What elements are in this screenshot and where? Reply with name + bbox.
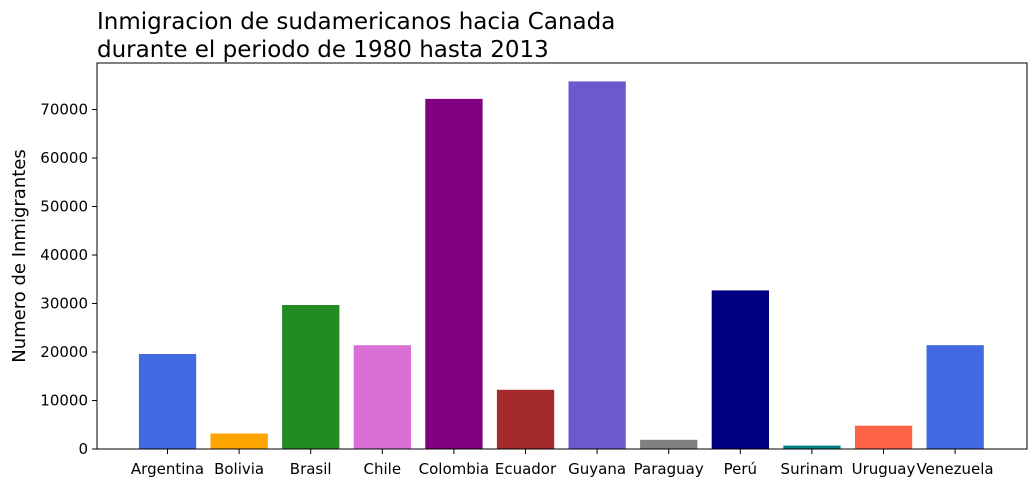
y-tick-label: 20000: [40, 343, 88, 361]
y-tick-label: 0: [78, 440, 88, 458]
x-tick-label-uruguay: Uruguay: [852, 460, 916, 478]
y-tick-label: 10000: [40, 392, 88, 410]
chart-title-line-1: Inmigracion de sudamericanos hacia Canad…: [97, 9, 615, 35]
y-tick-label: 40000: [40, 246, 88, 264]
y-axis-label: Numero de Inmigrantes: [9, 149, 30, 362]
x-tick-label-peru: Perú: [724, 460, 757, 478]
y-tick-label: 50000: [40, 198, 88, 216]
bar-uruguay: [854, 425, 913, 449]
bar-argentina: [138, 354, 197, 449]
bar-guyana: [568, 81, 626, 450]
x-axis: Argentina Bolivia Brasil Chile Colombia Ecuad…: [131, 449, 994, 478]
x-tick-label-venezuela: Venezuela: [917, 460, 994, 478]
bar-ecuador: [496, 389, 555, 449]
x-tick-label-bolivia: Bolivia: [214, 460, 264, 478]
x-tick-label-colombia: Colombia: [419, 460, 490, 478]
x-tick-label-argentina: Argentina: [131, 460, 204, 478]
bar-paraguay: [640, 439, 698, 449]
bar-bolivia: [210, 433, 268, 449]
x-tick-label-ecuador: Ecuador: [495, 460, 557, 478]
y-axis: 0 10000 20000 30000 40000 50000 60000 70000: [40, 101, 97, 458]
x-tick-label-surinam: Surinam: [781, 460, 844, 478]
x-tick-label-brasil: Brasil: [290, 460, 332, 478]
x-tick-label-guyana: Guyana: [568, 460, 626, 478]
y-tick-label: 30000: [40, 295, 88, 313]
bar-colombia: [425, 98, 483, 450]
bar-venezuela: [926, 345, 984, 449]
y-tick-label: 60000: [40, 149, 88, 167]
x-tick-label-chile: Chile: [364, 460, 402, 478]
bar-peru: [711, 290, 769, 449]
bar-brasil: [282, 305, 340, 449]
plot-frame: [96, 62, 1028, 450]
chart-title-line-2: durante el periodo de 1980 hasta 2013: [97, 37, 549, 63]
bar-chile: [353, 345, 411, 449]
x-tick-label-paraguay: Paraguay: [634, 460, 704, 478]
bars-group: [138, 81, 984, 450]
y-tick-label: 70000: [40, 101, 88, 119]
bar-surinam: [783, 445, 841, 449]
